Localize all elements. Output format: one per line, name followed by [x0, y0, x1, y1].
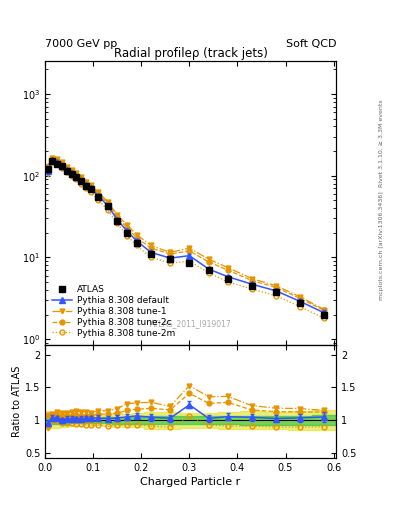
- Title: Radial profileρ (track jets): Radial profileρ (track jets): [114, 47, 268, 60]
- X-axis label: Charged Particle r: Charged Particle r: [140, 477, 241, 487]
- Text: mcplots.cern.ch [arXiv:1306.3436]: mcplots.cern.ch [arXiv:1306.3436]: [379, 191, 384, 300]
- Y-axis label: Ratio to ATLAS: Ratio to ATLAS: [12, 366, 22, 437]
- Legend: ATLAS, Pythia 8.308 default, Pythia 8.308 tune-1, Pythia 8.308 tune-2c, Pythia 8: ATLAS, Pythia 8.308 default, Pythia 8.30…: [50, 283, 178, 340]
- Text: Rivet 3.1.10, ≥ 3.3M events: Rivet 3.1.10, ≥ 3.3M events: [379, 99, 384, 187]
- Text: Soft QCD: Soft QCD: [286, 38, 336, 49]
- Text: 7000 GeV pp: 7000 GeV pp: [45, 38, 118, 49]
- Text: ATLAS_2011_I919017: ATLAS_2011_I919017: [150, 319, 231, 328]
